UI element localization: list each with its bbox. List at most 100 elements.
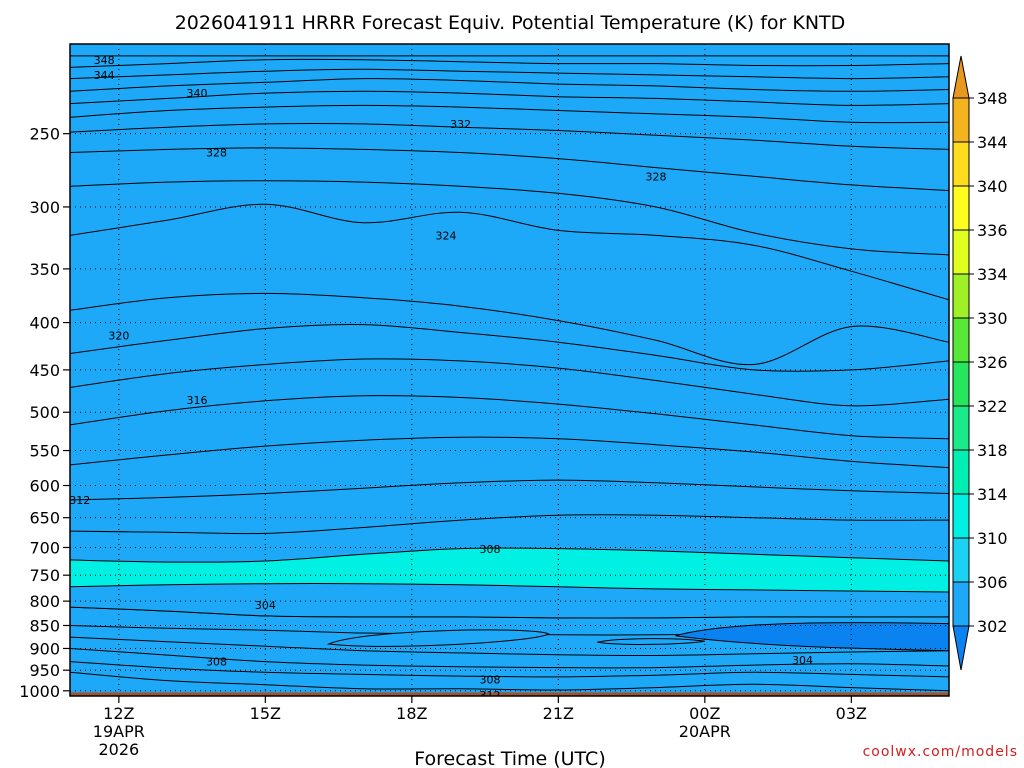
colorbar-box (952, 273, 970, 319)
contour-upper-1 (70, 58, 949, 68)
colorbar-label: 306 (977, 573, 1008, 592)
contour-labels: 348 344 340 332 328 328 324 320 316 312 308 308 304 3… (69, 54, 813, 702)
band-blob-mid (597, 638, 705, 645)
contour-label: 312 (69, 494, 90, 507)
x-axis-title: Forecast Time (UTC) (414, 748, 605, 768)
colorbar-box (952, 229, 970, 275)
colorbar-label: 334 (977, 265, 1008, 284)
y-tick-label: 300 (29, 198, 60, 217)
contour-upper-11 (70, 323, 949, 372)
colorbar-box (952, 537, 970, 583)
x-tick-label: 18Z (396, 704, 427, 723)
colorbar-label: 330 (977, 309, 1008, 328)
y-tick-label: 550 (29, 442, 60, 461)
x-tick-label: 03Z (836, 704, 867, 723)
colorbar-box (952, 97, 970, 143)
contour-upper-5 (70, 104, 949, 124)
contour-upper-4 (70, 90, 949, 106)
colorbar-label: 336 (977, 221, 1008, 240)
contour-upper-9 (70, 203, 949, 301)
contour-lower-1 (70, 671, 949, 692)
y-tick-label: 1000 (19, 682, 60, 701)
contour-blobs (70, 583, 949, 652)
contour-upper-14 (70, 436, 949, 469)
band-blob-left (326, 629, 550, 647)
y-tick-label: 400 (29, 314, 60, 333)
contour-label: 348 (94, 54, 115, 67)
x-tick-sublabel: 20APR (679, 722, 731, 741)
contour-label: 324 (436, 229, 457, 242)
y-tick-label: 900 (29, 639, 60, 658)
colorbar-box (952, 317, 970, 363)
contour-label: 340 (186, 87, 207, 100)
band-core-304 (70, 583, 949, 619)
colorbar-label: 344 (977, 133, 1008, 152)
y-axis: 250 300 350 400 450 500 550 600 650 700 750 800 850 9… (19, 125, 70, 701)
colorbar-box (952, 493, 970, 539)
band-upper-17 (70, 44, 949, 563)
colorbar-box (952, 185, 970, 231)
contour-upper-13 (70, 395, 949, 440)
colorbar-box (952, 405, 970, 451)
contour-upper-12 (70, 358, 949, 407)
contour-lower-3 (70, 648, 949, 669)
contour-upper-17 (70, 547, 949, 563)
x-tick-label: 12Z (103, 704, 134, 723)
contour-upper-6 (70, 123, 949, 150)
contour-label: 328 (646, 170, 667, 183)
y-tick-label: 850 (29, 616, 60, 635)
chart-title: 2026041911 HRRR Forecast Equiv. Potentia… (175, 12, 846, 34)
contour-label: 316 (186, 394, 207, 407)
contour-upper-3 (70, 78, 949, 92)
contour-label: 304 (255, 599, 276, 612)
gridlines (70, 44, 949, 696)
colorbar-label: 314 (977, 485, 1008, 504)
contour-label: 328 (206, 147, 227, 160)
y-tick-label: 600 (29, 477, 60, 496)
contour-upper-10 (70, 292, 949, 366)
y-tick-label: 650 (29, 509, 60, 528)
x-tick-label: 15Z (250, 704, 281, 723)
contour-upper-7 (70, 147, 949, 191)
colorbar-box (952, 361, 970, 407)
x-tick-label: 21Z (543, 704, 574, 723)
y-tick-label: 950 (29, 661, 60, 680)
colorbar-high-arrow (952, 55, 970, 99)
ground-surface (70, 692, 949, 696)
colorbar-box (952, 141, 970, 187)
colorbar-label: 326 (977, 353, 1008, 372)
contour-upper-8 (70, 180, 949, 256)
contour-upper-15 (70, 479, 949, 501)
contour-label: 308 (479, 673, 500, 686)
colorbar-label: 348 (977, 89, 1008, 108)
y-tick-label: 250 (29, 125, 60, 144)
colorbar-label: 302 (977, 617, 1008, 636)
colorbar: 302 306 310 314 318 322 326 330 334 336 340 344 348 (952, 55, 1008, 671)
contour-lower-4 (70, 636, 949, 657)
colorbar-label: 340 (977, 177, 1008, 196)
colorbar-label: 318 (977, 441, 1008, 460)
contour-label: 308 (479, 543, 500, 556)
contour-label: 308 (206, 656, 227, 669)
colorbar-label: 322 (977, 397, 1008, 416)
y-tick-label: 700 (29, 538, 60, 557)
y-tick-label: 800 (29, 592, 60, 611)
contour-lower-2 (70, 661, 949, 678)
colorbar-label: 310 (977, 529, 1008, 548)
y-tick-label: 500 (29, 403, 60, 422)
x-tick-sublabel: 2026 (98, 740, 139, 759)
contour-upper-16 (70, 514, 949, 535)
colorbar-box (952, 581, 970, 627)
contour-label: 312 (479, 689, 500, 702)
y-tick-label: 350 (29, 260, 60, 279)
x-tick-sublabel: 19APR (93, 722, 145, 741)
band-pocket-302 (675, 622, 949, 652)
colorbar-box (952, 449, 970, 495)
credit-text: coolwx.com/models (863, 744, 1018, 760)
y-tick-label: 450 (29, 361, 60, 380)
x-tick-label: 00Z (689, 704, 720, 723)
contour-label: 304 (792, 654, 813, 667)
y-tick-label: 750 (29, 566, 60, 585)
